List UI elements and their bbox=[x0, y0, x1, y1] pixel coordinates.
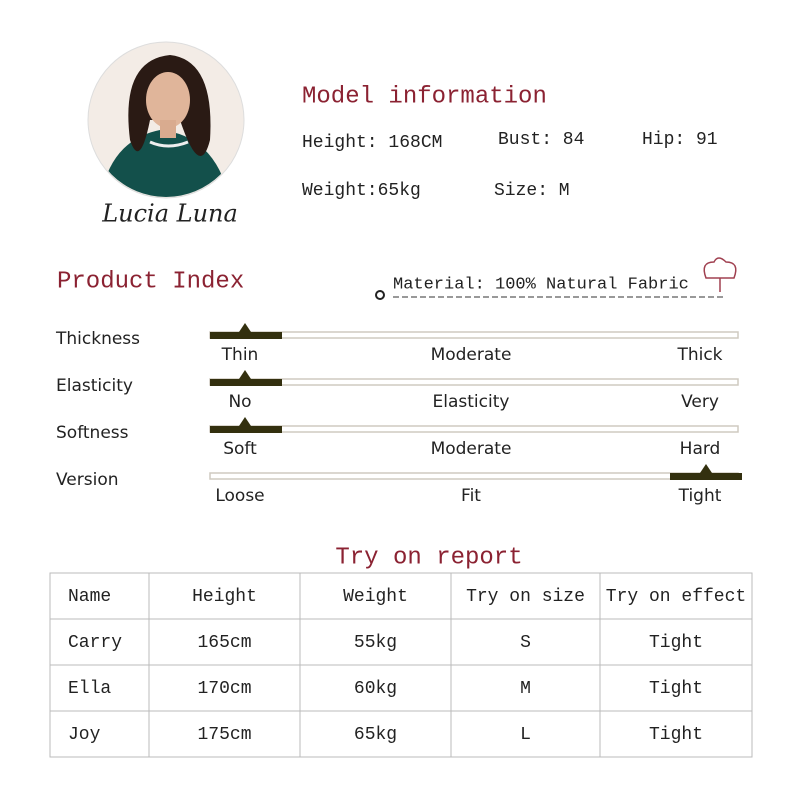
slider-track bbox=[209, 425, 739, 433]
slider-selected bbox=[670, 473, 742, 480]
table-cell: Tight bbox=[649, 633, 703, 653]
try-on-title: Try on report bbox=[335, 544, 522, 571]
model-photo bbox=[87, 41, 245, 199]
table-cell: 175cm bbox=[197, 725, 251, 745]
slider-label: Loose bbox=[215, 486, 264, 506]
table-header: Height bbox=[192, 587, 257, 607]
model-name: Lucia Luna bbox=[101, 200, 238, 228]
slider-label: Tight bbox=[678, 486, 722, 506]
index-name: Elasticity bbox=[56, 376, 133, 396]
model-hip: Hip: 91 bbox=[642, 130, 718, 150]
table-cell: 65kg bbox=[354, 725, 397, 745]
table-cell: L bbox=[520, 725, 531, 745]
slider-selected bbox=[210, 426, 282, 433]
table-cell: 60kg bbox=[354, 679, 397, 699]
table-cell: S bbox=[520, 633, 531, 653]
model-title: Model information bbox=[302, 83, 547, 110]
slider-marker bbox=[239, 417, 251, 426]
slider-track bbox=[209, 472, 739, 480]
slider-selected bbox=[210, 379, 282, 386]
slider-label: Hard bbox=[680, 439, 721, 459]
table-header: Weight bbox=[343, 587, 408, 607]
table-cell: 170cm bbox=[197, 679, 251, 699]
table-cell: M bbox=[520, 679, 531, 699]
slider-marker bbox=[700, 464, 712, 473]
slider-label: No bbox=[228, 392, 251, 412]
table-cell: Tight bbox=[649, 725, 703, 745]
slider-marker bbox=[239, 323, 251, 332]
model-height: Height: 168CM bbox=[302, 133, 442, 153]
index-name: Softness bbox=[56, 423, 129, 443]
material-dot bbox=[375, 290, 385, 300]
model-bust: Bust: 84 bbox=[498, 130, 584, 150]
slider-track bbox=[209, 378, 739, 386]
slider-track bbox=[209, 331, 739, 339]
slider-label: Fit bbox=[461, 486, 481, 506]
slider-label: Thin bbox=[221, 345, 259, 365]
table-header: Try on effect bbox=[606, 587, 746, 607]
slider-marker bbox=[239, 370, 251, 379]
slider-label: Elasticity bbox=[433, 392, 510, 412]
cotton-icon bbox=[703, 257, 737, 292]
table-cell: Joy bbox=[68, 725, 101, 745]
table-cell: 165cm bbox=[197, 633, 251, 653]
slider-label: Moderate bbox=[431, 345, 512, 365]
material: Material: 100% Natural Fabric bbox=[393, 275, 689, 294]
table-cell: Carry bbox=[68, 633, 122, 653]
slider-selected bbox=[210, 332, 282, 339]
try-on-title-group: Try on report bbox=[335, 544, 522, 571]
index-title: Product Index bbox=[57, 268, 244, 295]
table-cell: 55kg bbox=[354, 633, 397, 653]
table-header: Try on size bbox=[466, 587, 585, 607]
slider-label: Thick bbox=[676, 345, 722, 365]
index-name: Version bbox=[56, 470, 119, 490]
slider-label: Very bbox=[681, 392, 719, 412]
table-header: Name bbox=[68, 587, 111, 607]
table-cell: Tight bbox=[649, 679, 703, 699]
slider-label: Soft bbox=[223, 439, 257, 459]
table-cell: Ella bbox=[68, 679, 111, 699]
slider-label: Moderate bbox=[431, 439, 512, 459]
model-size: Size: M bbox=[494, 181, 570, 201]
index-name: Thickness bbox=[55, 329, 140, 349]
model-weight: Weight:65kg bbox=[302, 181, 421, 201]
